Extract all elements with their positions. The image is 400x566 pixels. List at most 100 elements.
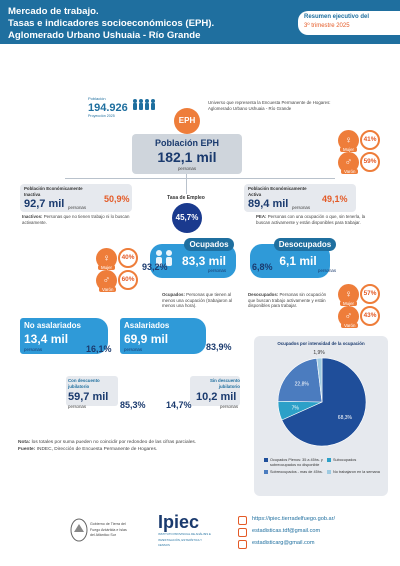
employment-rate-label: Tasa de Empleo [167,195,205,201]
pie-chart: 68,3% 7% 22,8% 1,9% [277,350,367,447]
population-sub: Proyección 2025 [88,113,115,118]
non-salaried-pct: 16,1% [86,344,112,354]
salaried-pct: 83,9% [206,342,232,352]
web-icon [238,516,247,525]
active-value: 89,4 mil [248,198,289,210]
active-note: PEA: Personas con una ocupación o que, s… [256,214,366,225]
legend-item: Subocupados [327,458,386,467]
ipiec-subtitle: INSTITUTO PROVINCIAL DE ANÁLISIS E INVES… [158,532,211,547]
employed-unit: personas [208,268,227,273]
legend-swatch [264,470,268,475]
with-pension-unit: personas [68,404,87,409]
unemployed-value: 6,1 mil [279,254,317,268]
inactive-note: Inactivos: Personas que no tienen trabaj… [22,214,130,225]
unemployed-note: Desocupados: Personas sin ocupación que … [248,292,327,308]
male-icon: ♂ [338,152,359,173]
legend-label: Subocupados [333,458,357,462]
province-seal-icon [70,518,88,542]
unemployed-female-pct: 57% [360,284,380,304]
without-pension-pct: 14,7% [166,400,192,410]
active-unit: personas [292,205,311,210]
unemployed-title: Desocupados [278,240,332,249]
employed-male-label: Varón [99,287,117,292]
non-salaried-box [20,318,108,354]
salaried-unit: personas [124,347,143,352]
population-value: 194.926 [88,101,128,114]
pie-slice [277,357,323,403]
chart-legend: Ocupados Plenos: 35 a 45hs. y sobreocupa… [264,458,386,475]
pie-data-label: 68,3% [338,415,353,421]
source-text: Fuente: INDEC, Dirección de Encuesta Per… [18,447,158,452]
salaried-box [120,318,206,354]
connector-line [65,178,335,180]
legend-item: No trabajaron en la semana [327,470,386,475]
mail-icon [238,540,247,549]
employed-title: Ocupados [189,240,229,249]
inactive-value: 92,7 mil [24,198,65,210]
without-pension-unit: personas [220,404,239,409]
employed-value: 83,3 mil [181,254,227,268]
legend-swatch [327,458,331,462]
eph-value: 182,1 mil [157,149,217,165]
pie-data-label: 22,8% [295,382,310,388]
legend-label: Sobreocupados - mas de 45hs. [270,470,323,475]
web-link[interactable]: https://ipiec.tierradelfuego.gob.ar/ [252,516,336,522]
period-badge: Resumen ejecutivo del 3º trimestre 2025 [298,11,400,35]
employed-pill [184,238,234,251]
salaried-title: Asalariados [124,321,170,330]
population-label: Población [88,96,106,101]
inactive-unit: personas [68,205,87,210]
connector-line [186,174,188,194]
mail-link-2[interactable]: estadisticarg@gmail.com [252,540,315,546]
with-pension-title: Con descuento jubilatorio [68,378,100,389]
non-salaried-title: No asalariados [24,321,81,330]
with-pension-box [66,376,118,406]
pie-data-label: 7% [292,405,300,411]
eph-box [132,134,242,174]
employment-rate-circle: 45,7% [172,203,202,233]
female-icon: ♀ [96,248,117,269]
eph-title: Población EPH [154,138,219,148]
employed-female-label: Mujer [98,265,115,270]
unemployed-pct: 6,8% [252,262,273,272]
legend-swatch [264,458,268,462]
unemployed-female-label: Mujer [340,301,357,306]
employed-female-pct: 40% [118,248,138,268]
eph-male-label: Varón [341,169,359,174]
footer-bar [0,500,400,566]
active-box [244,184,356,212]
pie-slice [316,357,323,403]
active-pct: 49,1% [322,194,348,204]
female-icon: ♀ [338,130,359,151]
workers-icon [156,250,172,266]
inactive-title: Población Económicamente Inactiva [24,186,83,197]
salaried-value: 69,9 mil [124,332,169,346]
eph-female-pct: 41% [360,130,380,150]
pie-data-label: 1,9% [313,350,325,356]
chart-title: Ocupados por intensidad de la ocupación [277,341,365,346]
legend-item: Ocupados Plenos: 35 a 45hs. y sobreocupa… [264,458,323,467]
employed-pct: 93,2% [142,262,168,272]
mail-link-1[interactable]: estadisticas.tdf@gmail.com [252,528,321,534]
eph-female-label: Mujer [340,147,357,152]
inactive-box [20,184,132,212]
mail-icon [238,528,247,537]
unemployed-male-pct: 43% [360,306,380,326]
report-title: Mercado de trabajo. Tasas e indicadores … [8,6,215,41]
eph-male-pct: 59% [360,152,380,172]
without-pension-box [190,376,240,406]
universe-note: Universo que representa la Encuesta Perm… [208,100,331,111]
legend-swatch [327,470,331,475]
inactive-pct: 50,9% [104,194,130,204]
population-block: Población 194.926 Proyección 2025 [88,96,160,118]
eph-unit: personas [177,166,197,171]
active-title: Población Económicamente Activa [248,186,307,197]
female-icon: ♀ [338,284,359,305]
with-pension-value: 59,7 mil [68,391,109,403]
legend-label: Ocupados Plenos: 35 a 45hs. y sobreocupa… [270,458,323,467]
note-text: Nota: los totales por suma pueden no coi… [18,440,197,445]
without-pension-title: Sin descuento jubilatorio [209,378,240,389]
male-icon: ♂ [96,270,117,291]
eph-badge: EPH [174,108,200,134]
unemployed-male-label: Varón [341,323,359,328]
